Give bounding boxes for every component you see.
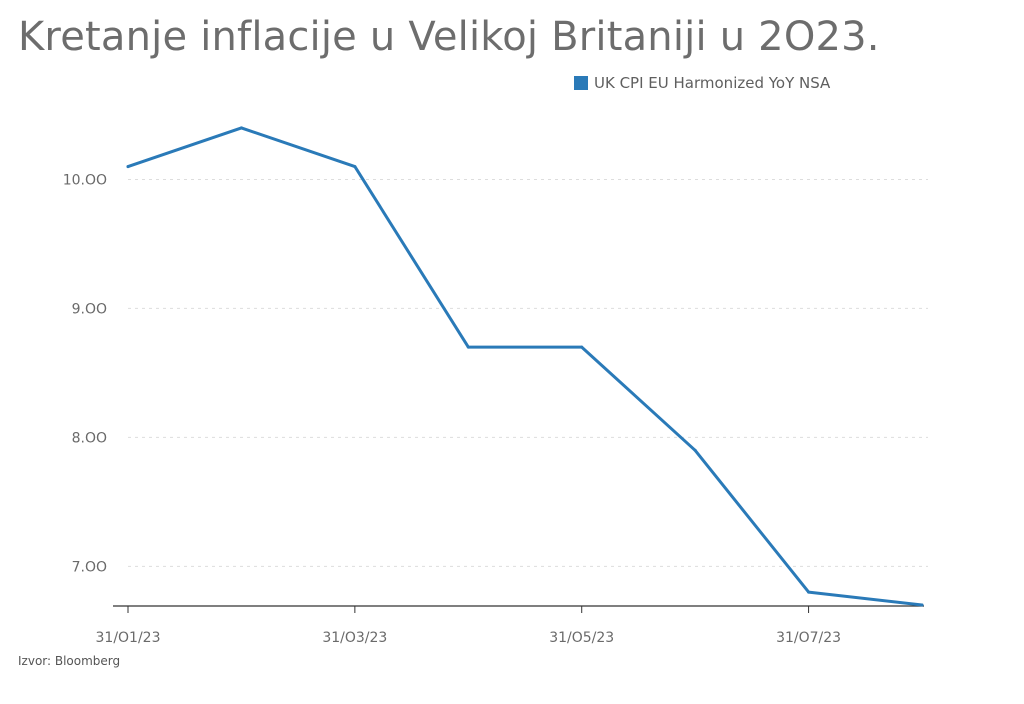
- y-tick-label: 7.OO: [72, 559, 107, 575]
- legend: UK CPI EU Harmonized YoY NSA: [574, 74, 830, 92]
- data-point: [693, 448, 697, 452]
- data-point: [126, 165, 130, 169]
- y-tick-label: 8.OO: [72, 430, 107, 446]
- x-tick-label: 31/O5/23: [549, 630, 614, 646]
- legend-label: UK CPI EU Harmonized YoY NSA: [594, 74, 831, 92]
- x-tick-label: 31/O1/23: [96, 630, 161, 646]
- data-point: [807, 590, 811, 594]
- y-tick-label: 10.OO: [63, 172, 107, 188]
- data-point: [353, 165, 357, 169]
- data-point: [466, 345, 470, 349]
- gridlines: [128, 178, 928, 567]
- series-line: [126, 126, 924, 607]
- data-point: [239, 126, 243, 130]
- tick-labels: 7.OO 8.OO 9.OO 10.OO 31/O1/23 31/O3/23 31/O5/2…: [63, 172, 841, 646]
- y-tick-label: 9.OO: [72, 301, 107, 317]
- chart-title: Kretanje inflacije u Velikoj Britaniji u…: [18, 14, 880, 60]
- x-tick-label: 31/O7/23: [776, 630, 841, 646]
- legend-swatch: [574, 76, 588, 90]
- series: [126, 126, 924, 607]
- axes: [113, 605, 924, 613]
- source-note: Izvor: Bloomberg: [18, 654, 121, 668]
- data-point: [580, 345, 584, 349]
- data-point: [920, 603, 924, 607]
- x-tick-label: 31/O3/23: [322, 630, 387, 646]
